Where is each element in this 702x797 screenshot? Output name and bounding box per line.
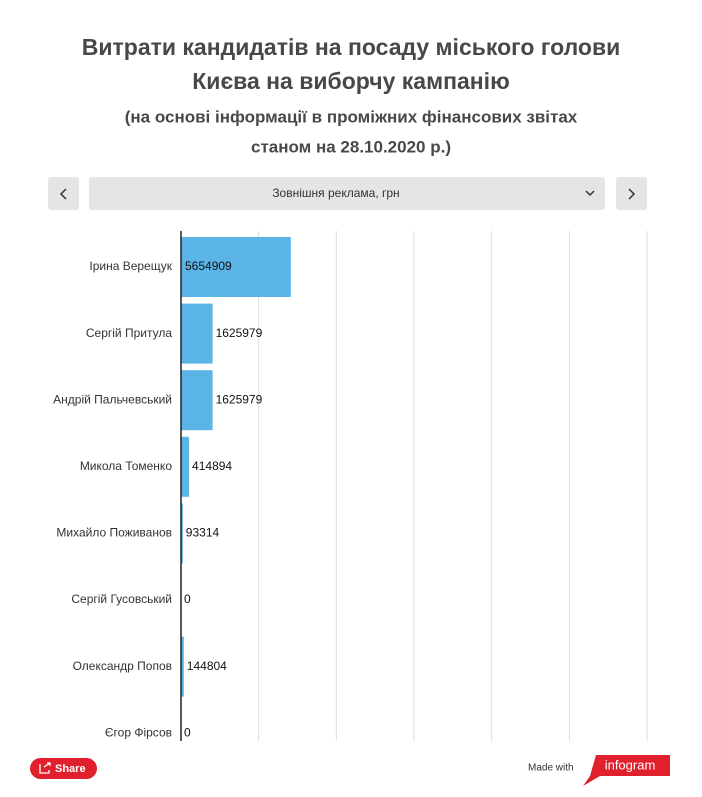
plot: Ірина Верещук 5654909 Сергій Притула 162597… xyxy=(53,231,648,741)
category-label: Андрій Пальчевський xyxy=(53,392,172,406)
bar xyxy=(181,436,190,497)
value-label: 414894 xyxy=(192,459,232,473)
category-label: Ірина Верещук xyxy=(89,259,172,273)
chart-subtitle: (на основі інформації в проміжних фінанс… xyxy=(125,107,578,126)
filter-dropdown[interactable]: Зовнішня реклама, грн xyxy=(89,177,605,210)
bar xyxy=(181,303,213,364)
made-with: Made with xyxy=(528,763,574,774)
value-label: 144804 xyxy=(187,659,227,673)
category-label: Сергій Притула xyxy=(86,326,172,340)
dropdown-label: Зовнішня реклама, грн xyxy=(272,186,399,200)
brand-label: infogram xyxy=(605,757,656,772)
category-label: Микола Томенко xyxy=(80,459,173,473)
chart-title: Києва на виборчу кампанію xyxy=(192,68,509,94)
category-label: Сергій Гусовський xyxy=(71,592,172,606)
share-label: Share xyxy=(55,763,86,775)
value-label: 5654909 xyxy=(185,259,232,273)
value-label: 0 xyxy=(184,592,191,606)
category-label: Єгор Фірсов xyxy=(105,725,172,739)
bar xyxy=(181,370,213,431)
category-label: Олександр Попов xyxy=(73,659,172,673)
next-button[interactable] xyxy=(616,177,647,210)
prev-button[interactable] xyxy=(48,177,79,210)
value-label: 93314 xyxy=(186,526,220,540)
chart-subtitle: станом на 28.10.2020 р.) xyxy=(251,137,451,156)
brand-link[interactable]: infogram xyxy=(583,755,670,786)
bar xyxy=(181,636,184,697)
value-label: 1625979 xyxy=(216,392,263,406)
value-label: 1625979 xyxy=(216,326,263,340)
value-label: 0 xyxy=(184,725,191,739)
share-button[interactable]: Share xyxy=(30,758,97,779)
chart-title: Витрати кандидатів на посаду міського го… xyxy=(82,34,621,60)
bar xyxy=(181,237,291,297)
bar xyxy=(181,503,183,564)
category-label: Михайло Поживанов xyxy=(56,526,172,540)
